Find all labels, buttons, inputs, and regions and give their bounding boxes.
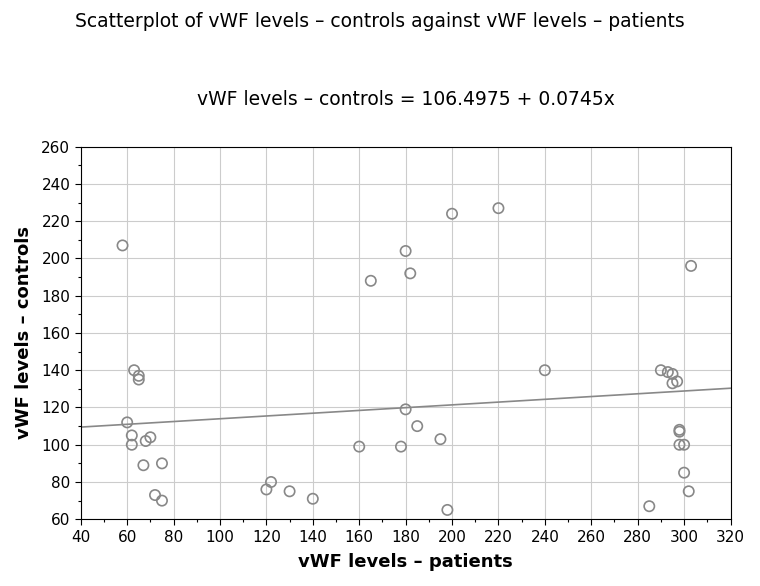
Point (400, 246, 412, 255)
Point (442, 505, 454, 515)
Point (140, 437, 152, 446)
Point (133, 375, 145, 384)
Point (671, 377, 683, 386)
Point (133, 371, 145, 380)
Point (261, 485, 273, 494)
Point (283, 486, 296, 496)
Point (655, 366, 667, 375)
Point (307, 494, 319, 503)
Point (446, 209, 458, 219)
Point (116, 241, 128, 250)
Point (667, 369, 679, 379)
Point (411, 421, 423, 431)
Point (156, 496, 168, 505)
Point (138, 461, 150, 470)
Point (121, 418, 133, 427)
Point (365, 276, 377, 285)
Point (149, 490, 161, 500)
Point (678, 440, 690, 449)
Point (128, 366, 140, 375)
Point (395, 442, 407, 451)
Point (404, 268, 416, 278)
Text: Scatterplot of vWF levels – controls against vWF levels – patients: Scatterplot of vWF levels – controls aga… (75, 12, 685, 30)
Point (643, 502, 655, 511)
Title: vWF levels – controls = 106.4975 + 0.0745x: vWF levels – controls = 106.4975 + 0.074… (197, 90, 615, 109)
Point (125, 431, 138, 440)
Point (673, 440, 686, 449)
Point (265, 478, 277, 487)
Point (673, 427, 686, 437)
Point (682, 486, 695, 496)
Point (144, 432, 157, 442)
Point (125, 440, 138, 449)
Point (685, 261, 697, 271)
Point (492, 203, 505, 213)
Point (353, 442, 366, 451)
Point (400, 405, 412, 414)
X-axis label: vWF levels – patients: vWF levels – patients (298, 553, 513, 571)
Point (662, 367, 674, 377)
Point (678, 468, 690, 478)
Point (539, 366, 551, 375)
Point (667, 379, 679, 388)
Point (156, 459, 168, 468)
Point (673, 425, 686, 435)
Point (435, 434, 447, 444)
Y-axis label: vWF levels – controls: vWF levels – controls (15, 226, 33, 440)
